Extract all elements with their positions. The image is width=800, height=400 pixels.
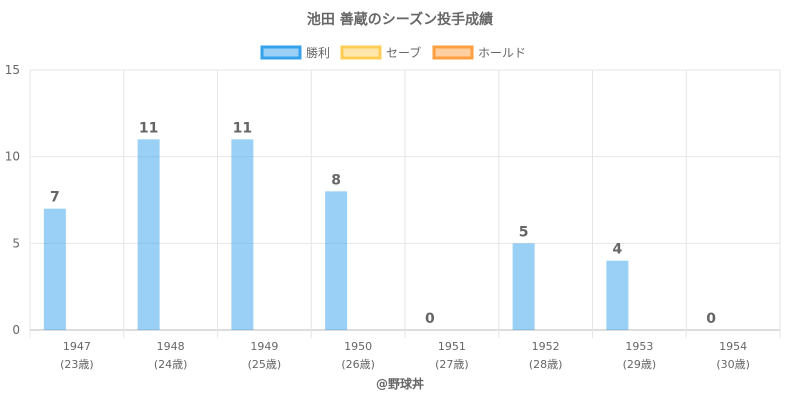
chart-title: 池田 善蔵のシーズン投手成績 bbox=[307, 11, 493, 28]
x-tick-sublabel: (24歳) bbox=[154, 358, 188, 371]
x-tick-sublabel: (25歳) bbox=[248, 358, 282, 371]
bar-1-1952 bbox=[512, 243, 535, 330]
data-label-1948: 11 bbox=[139, 120, 158, 136]
legend-label-1: 勝利 bbox=[306, 45, 330, 60]
bar-1-1950 bbox=[325, 191, 348, 330]
x-tick-label: 1949 bbox=[250, 340, 278, 353]
x-tick-label: 1950 bbox=[344, 340, 372, 353]
x-tick-sublabel: (28歳) bbox=[529, 358, 563, 371]
legend: 勝利 セーブ ホールド bbox=[260, 45, 526, 60]
y-tick-label: 0 bbox=[12, 323, 20, 337]
legend-swatch-2 bbox=[340, 45, 382, 60]
data-label-1951: 0 bbox=[425, 311, 435, 327]
bar-1-1948 bbox=[137, 139, 160, 330]
x-axis: 1947 (23歳) 1948 (24歳) 1949 (25歳) 1950 (26歳) 1951… bbox=[60, 340, 750, 371]
bars bbox=[43, 139, 629, 330]
x-tick-sublabel: (26歳) bbox=[341, 358, 375, 371]
bar-1-1947 bbox=[43, 208, 66, 330]
data-label-1949: 11 bbox=[233, 120, 252, 136]
x-tick-label: 1952 bbox=[532, 340, 560, 353]
x-tick-label: 1947 bbox=[63, 340, 91, 353]
legend-label-3: ホールド bbox=[478, 46, 526, 60]
x-tick-label: 1951 bbox=[438, 340, 466, 353]
y-tick-label: 10 bbox=[5, 150, 20, 164]
x-tick-label: 1948 bbox=[157, 340, 185, 353]
x-tick-sublabel: (29歳) bbox=[623, 358, 657, 371]
bar-1-1953 bbox=[606, 260, 629, 330]
legend-label-2: セーブ bbox=[386, 45, 421, 60]
x-tick-sublabel: (23歳) bbox=[60, 358, 94, 371]
x-tick-sublabel: (30歳) bbox=[716, 358, 750, 371]
data-label-1950: 8 bbox=[331, 172, 341, 188]
data-label-1953: 4 bbox=[613, 242, 623, 258]
credit-text: @野球丼 bbox=[376, 376, 424, 391]
legend-swatch-3 bbox=[432, 45, 474, 60]
y-tick-label: 15 bbox=[5, 63, 20, 77]
x-tick-label: 1953 bbox=[625, 340, 653, 353]
data-label-1947: 7 bbox=[50, 190, 60, 206]
data-label-1952: 5 bbox=[519, 224, 529, 240]
y-axis: 0 5 10 15 bbox=[5, 63, 20, 337]
x-tick-sublabel: (27歳) bbox=[435, 358, 469, 371]
data-label-1954: 0 bbox=[706, 311, 716, 327]
x-tick-label: 1954 bbox=[719, 340, 747, 353]
legend-swatch-1 bbox=[260, 45, 302, 60]
data-labels: 7 11 11 8 0 5 4 0 bbox=[50, 120, 716, 327]
y-tick-label: 5 bbox=[12, 236, 20, 250]
bar-1-1949 bbox=[231, 139, 254, 330]
